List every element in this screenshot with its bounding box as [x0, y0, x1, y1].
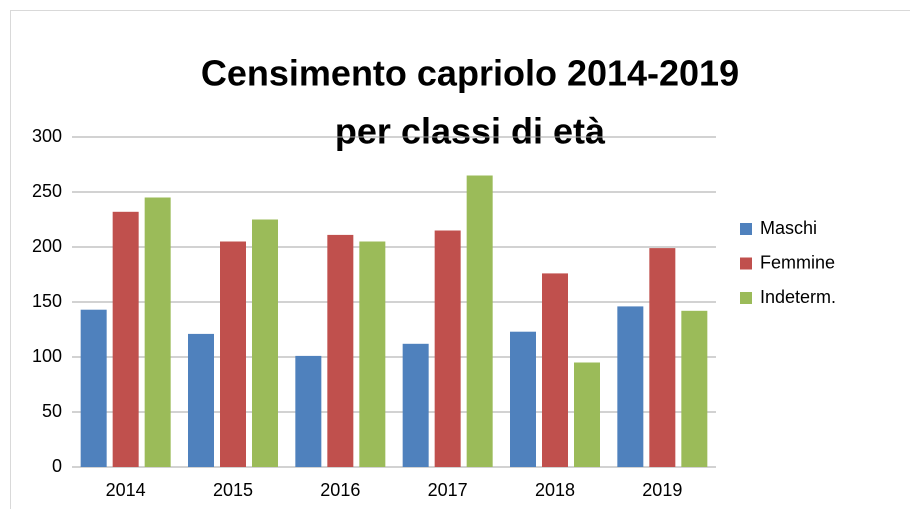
bar [542, 273, 568, 467]
y-tick-label: 250 [32, 181, 62, 201]
bar [188, 333, 214, 467]
bar [220, 241, 246, 467]
y-tick-label: 200 [32, 236, 62, 256]
bar [112, 211, 139, 467]
x-tick-label: 2016 [320, 480, 360, 500]
bar [466, 175, 493, 467]
x-tick-label: 2015 [213, 480, 253, 500]
bar [510, 331, 536, 467]
bar [295, 355, 322, 467]
bar [252, 219, 278, 467]
y-tick-label: 50 [42, 401, 62, 421]
legend-label: Maschi [760, 218, 817, 238]
legend-label: Femmine [760, 252, 835, 272]
bar [617, 306, 644, 467]
bar [144, 197, 171, 467]
bar [434, 230, 461, 467]
x-tick-label: 2014 [106, 480, 146, 500]
legend-swatch [740, 292, 752, 304]
chart-title: Censimento capriolo 2014-2019 [201, 53, 739, 94]
legend-label: Indeterm. [760, 287, 836, 307]
legend-swatch [740, 223, 752, 235]
bar [649, 248, 676, 467]
bar [574, 362, 600, 467]
x-tick-label: 2018 [535, 480, 575, 500]
y-tick-label: 300 [32, 126, 62, 146]
bar [402, 343, 429, 467]
y-tick-label: 150 [32, 291, 62, 311]
y-tick-label: 100 [32, 346, 62, 366]
bar [327, 234, 354, 467]
bar [80, 309, 107, 467]
bar [681, 310, 708, 467]
bar [359, 241, 386, 467]
chart-title: per classi di età [335, 111, 606, 152]
legend-swatch [740, 257, 752, 270]
x-tick-label: 2017 [428, 480, 468, 500]
y-tick-label: 0 [52, 456, 62, 476]
x-tick-label: 2019 [642, 480, 682, 500]
